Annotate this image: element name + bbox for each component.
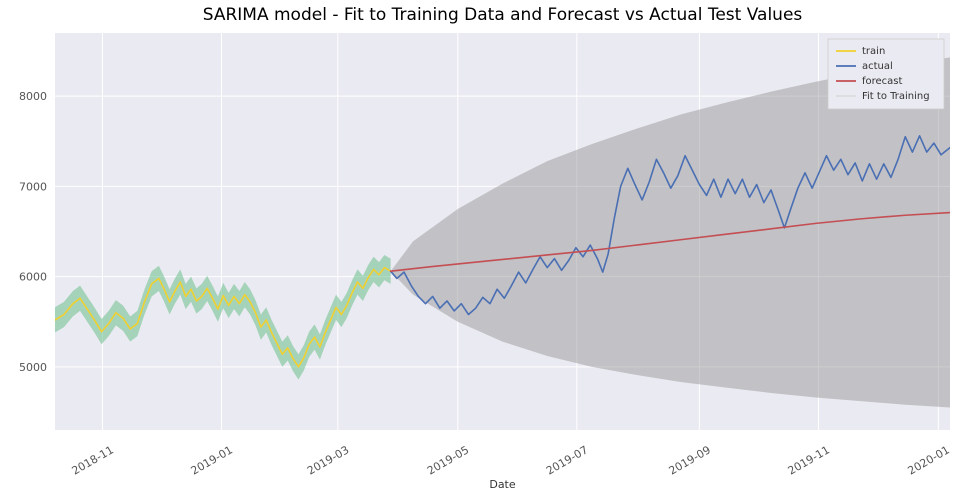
x-tick-label: 2020-01 — [906, 443, 952, 477]
x-axis-label: Date — [489, 478, 516, 491]
legend-label: actual — [862, 61, 893, 72]
y-tick-label: 8000 — [19, 90, 47, 103]
x-tick-label: 2019-03 — [305, 443, 351, 477]
legend-label: forecast — [862, 76, 903, 87]
x-tick-label: 2019-07 — [544, 443, 590, 477]
x-tick-label: 2019-09 — [667, 443, 713, 477]
chart-container: 5000 6000 7000 8000 2018-11 2019-01 2019-03 201… — [0, 0, 961, 500]
x-tick-label: 2019-05 — [425, 443, 471, 477]
legend: train actual forecast Fit to Training — [828, 39, 944, 109]
chart-svg: 5000 6000 7000 8000 2018-11 2019-01 2019-03 201… — [0, 0, 961, 500]
x-tick-label: 2019-01 — [189, 443, 235, 477]
x-tick-label: 2019-11 — [786, 443, 832, 477]
x-tick-label: 2018-11 — [70, 443, 116, 477]
y-tick-label: 5000 — [19, 361, 47, 374]
chart-title: SARIMA model - Fit to Training Data and … — [203, 5, 803, 25]
y-tick-label: 6000 — [19, 271, 47, 284]
legend-label: Fit to Training — [862, 91, 930, 102]
legend-label: train — [862, 46, 885, 57]
y-tick-label: 7000 — [19, 180, 47, 193]
